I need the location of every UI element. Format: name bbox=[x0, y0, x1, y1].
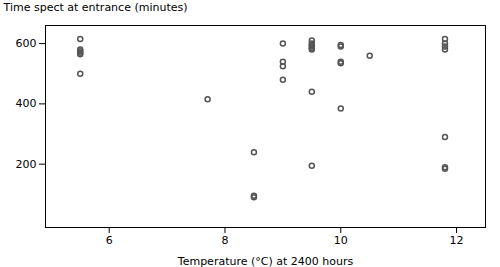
svg-text:600: 600 bbox=[16, 37, 37, 50]
svg-text:Time spect at entrance (minute: Time spect at entrance (minutes) bbox=[3, 1, 188, 14]
svg-text:8: 8 bbox=[221, 234, 228, 247]
svg-text:400: 400 bbox=[16, 97, 37, 110]
svg-text:Temperature (°C) at 2400 hours: Temperature (°C) at 2400 hours bbox=[177, 255, 354, 267]
svg-text:12: 12 bbox=[450, 234, 464, 247]
svg-text:200: 200 bbox=[16, 158, 37, 171]
svg-text:6: 6 bbox=[106, 234, 113, 247]
svg-text:10: 10 bbox=[334, 234, 348, 247]
